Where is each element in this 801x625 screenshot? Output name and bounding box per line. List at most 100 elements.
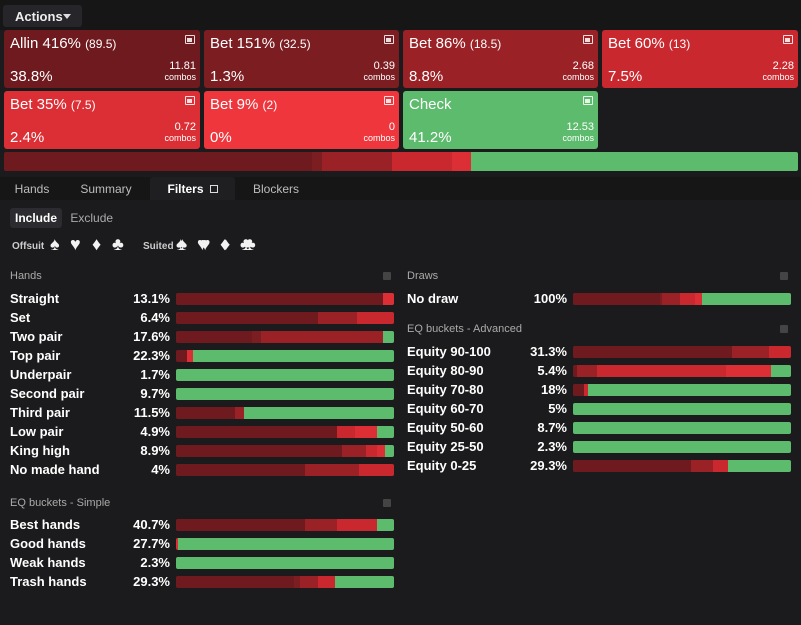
filter-row[interactable]: Good hands 27.7% — [10, 535, 394, 554]
filter-row[interactable]: Third pair 11.5% — [10, 404, 394, 423]
tab-filters[interactable]: Filters — [150, 177, 235, 200]
details-icon[interactable] — [185, 96, 195, 105]
suited-club-icon[interactable]: ♣♣ — [240, 234, 255, 254]
filter-row[interactable]: Equity 90-100 31.3% — [407, 343, 791, 362]
action-card-bet60[interactable]: Bet 60% (13) 7.5% 2.28 combos — [602, 30, 798, 88]
filter-row-bar — [573, 365, 791, 377]
suited-heart-icon[interactable]: ♥♥ — [197, 234, 211, 254]
filter-row[interactable]: Equity 50-60 8.7% — [407, 419, 791, 438]
section-title-hands: Hands — [10, 270, 42, 282]
action-frequency: 7.5% — [608, 68, 643, 85]
filter-row-label: No made hand — [10, 462, 100, 477]
exclude-button[interactable]: Exclude — [70, 211, 114, 225]
bar-segment — [596, 365, 726, 377]
filter-row-bar — [176, 557, 394, 569]
details-icon[interactable] — [384, 96, 394, 105]
bar-segment — [356, 312, 394, 324]
section-toggle-icon[interactable] — [383, 272, 391, 280]
action-combos: 12.53 combos — [562, 122, 594, 144]
bar-segment — [176, 331, 253, 343]
filter-row-label: Top pair — [10, 348, 61, 363]
filter-row[interactable]: Equity 60-70 5% — [407, 400, 791, 419]
action-name-text: Bet 9% — [210, 96, 259, 113]
details-icon[interactable] — [583, 35, 593, 44]
details-icon[interactable] — [583, 96, 593, 105]
action-name-text: Bet 60% — [608, 35, 665, 52]
action-card-bet151[interactable]: Bet 151% (32.5) 1.3% 0.39 combos — [204, 30, 399, 88]
action-card-bet35[interactable]: Bet 35% (7.5) 2.4% 0.72 combos — [4, 91, 200, 149]
filter-row-bar — [573, 403, 791, 415]
filter-row[interactable]: Best hands 40.7% — [10, 516, 394, 535]
filter-row-value: 17.6% — [133, 329, 170, 344]
filter-row-value: 5% — [548, 401, 567, 416]
filter-row[interactable]: Equity 25-50 2.3% — [407, 438, 791, 457]
tab-summary[interactable]: Summary — [70, 177, 142, 200]
action-combos: 2.28 combos — [762, 61, 794, 83]
action-card-bet86[interactable]: Bet 86% (18.5) 8.8% 2.68 combos — [403, 30, 598, 88]
bar-segment — [573, 293, 661, 305]
filter-row-bar — [176, 519, 394, 531]
filter-row[interactable]: Low pair 4.9% — [10, 423, 394, 442]
filter-row[interactable]: Equity 70-80 18% — [407, 381, 791, 400]
filter-row-value: 11.5% — [133, 405, 170, 420]
offsuit-spade-icon[interactable]: ♠ — [50, 234, 60, 254]
filter-row[interactable]: King high 8.9% — [10, 442, 394, 461]
filter-row-value: 29.3% — [530, 458, 567, 473]
filter-row-value: 18% — [540, 382, 567, 397]
filter-row-label: Equity 80-90 — [407, 363, 484, 378]
details-icon[interactable] — [384, 35, 394, 44]
bar-segment — [573, 422, 791, 434]
offsuit-club-icon[interactable]: ♣ — [112, 234, 124, 254]
action-frequency: 2.4% — [10, 129, 45, 146]
action-card-check[interactable]: Check 41.2% 12.53 combos — [403, 91, 598, 149]
bar-segment — [193, 350, 394, 362]
section-toggle-icon[interactable] — [383, 499, 391, 507]
suited-label: Suited — [143, 241, 174, 252]
details-icon[interactable] — [185, 35, 195, 44]
tab-blockers[interactable]: Blockers — [241, 177, 311, 200]
filter-row-label: Best hands — [10, 517, 81, 532]
section-toggle-icon[interactable] — [780, 272, 788, 280]
copy-icon[interactable] — [209, 185, 218, 193]
filter-row[interactable]: Underpair 1.7% — [10, 366, 394, 385]
include-button[interactable]: Include — [10, 208, 63, 228]
filter-row[interactable]: Trash hands 29.3% — [10, 573, 394, 592]
bar-segment — [300, 576, 318, 588]
bar-segment — [660, 293, 663, 305]
tab-hands[interactable]: Hands — [4, 177, 60, 200]
filter-row-bar — [573, 422, 791, 434]
bar-segment — [261, 331, 384, 343]
action-card-allin[interactable]: Allin 416% (89.5) 38.8% 11.81 combos — [4, 30, 200, 88]
details-icon[interactable] — [783, 35, 793, 44]
suited-diamond-icon[interactable]: ♦♦ — [220, 234, 232, 254]
bar-segment — [176, 464, 305, 476]
include-exclude-toggle: Include Exclude — [10, 208, 118, 228]
action-name: Bet 86% (18.5) — [409, 35, 501, 52]
bar-segment — [359, 464, 394, 476]
combos-label: combos — [562, 133, 594, 143]
filter-row[interactable]: No draw 100% — [407, 290, 791, 309]
filter-row[interactable]: Straight 13.1% — [10, 290, 394, 309]
bar-segment — [304, 464, 360, 476]
suited-spade-icon[interactable]: ♠♠ — [176, 234, 187, 254]
combos-label: combos — [164, 133, 196, 143]
offsuit-diamond-icon[interactable]: ♦ — [92, 234, 102, 254]
filter-row-value: 40.7% — [133, 517, 170, 532]
action-card-bet9[interactable]: Bet 9% (2) 0% 0 combos — [204, 91, 399, 149]
filter-row[interactable]: No made hand 4% — [10, 461, 394, 480]
filter-row[interactable]: Second pair 9.7% — [10, 385, 394, 404]
section-toggle-icon[interactable] — [780, 325, 788, 333]
filter-row[interactable]: Set 6.4% — [10, 309, 394, 328]
filter-row[interactable]: Equity 0-25 29.3% — [407, 457, 791, 476]
filter-row[interactable]: Weak hands 2.3% — [10, 554, 394, 573]
actions-dropdown[interactable]: Actions — [3, 5, 82, 27]
bar-segment — [583, 384, 589, 396]
bar-segment — [176, 557, 394, 569]
action-combos: 11.81 combos — [164, 61, 196, 83]
filter-row[interactable]: Top pair 22.3% — [10, 347, 394, 366]
action-sizing: (89.5) — [85, 37, 117, 51]
filter-row[interactable]: Two pair 17.6% — [10, 328, 394, 347]
offsuit-heart-icon[interactable]: ♥ — [70, 234, 81, 254]
filter-row[interactable]: Equity 80-90 5.4% — [407, 362, 791, 381]
mix-segment — [312, 152, 323, 171]
